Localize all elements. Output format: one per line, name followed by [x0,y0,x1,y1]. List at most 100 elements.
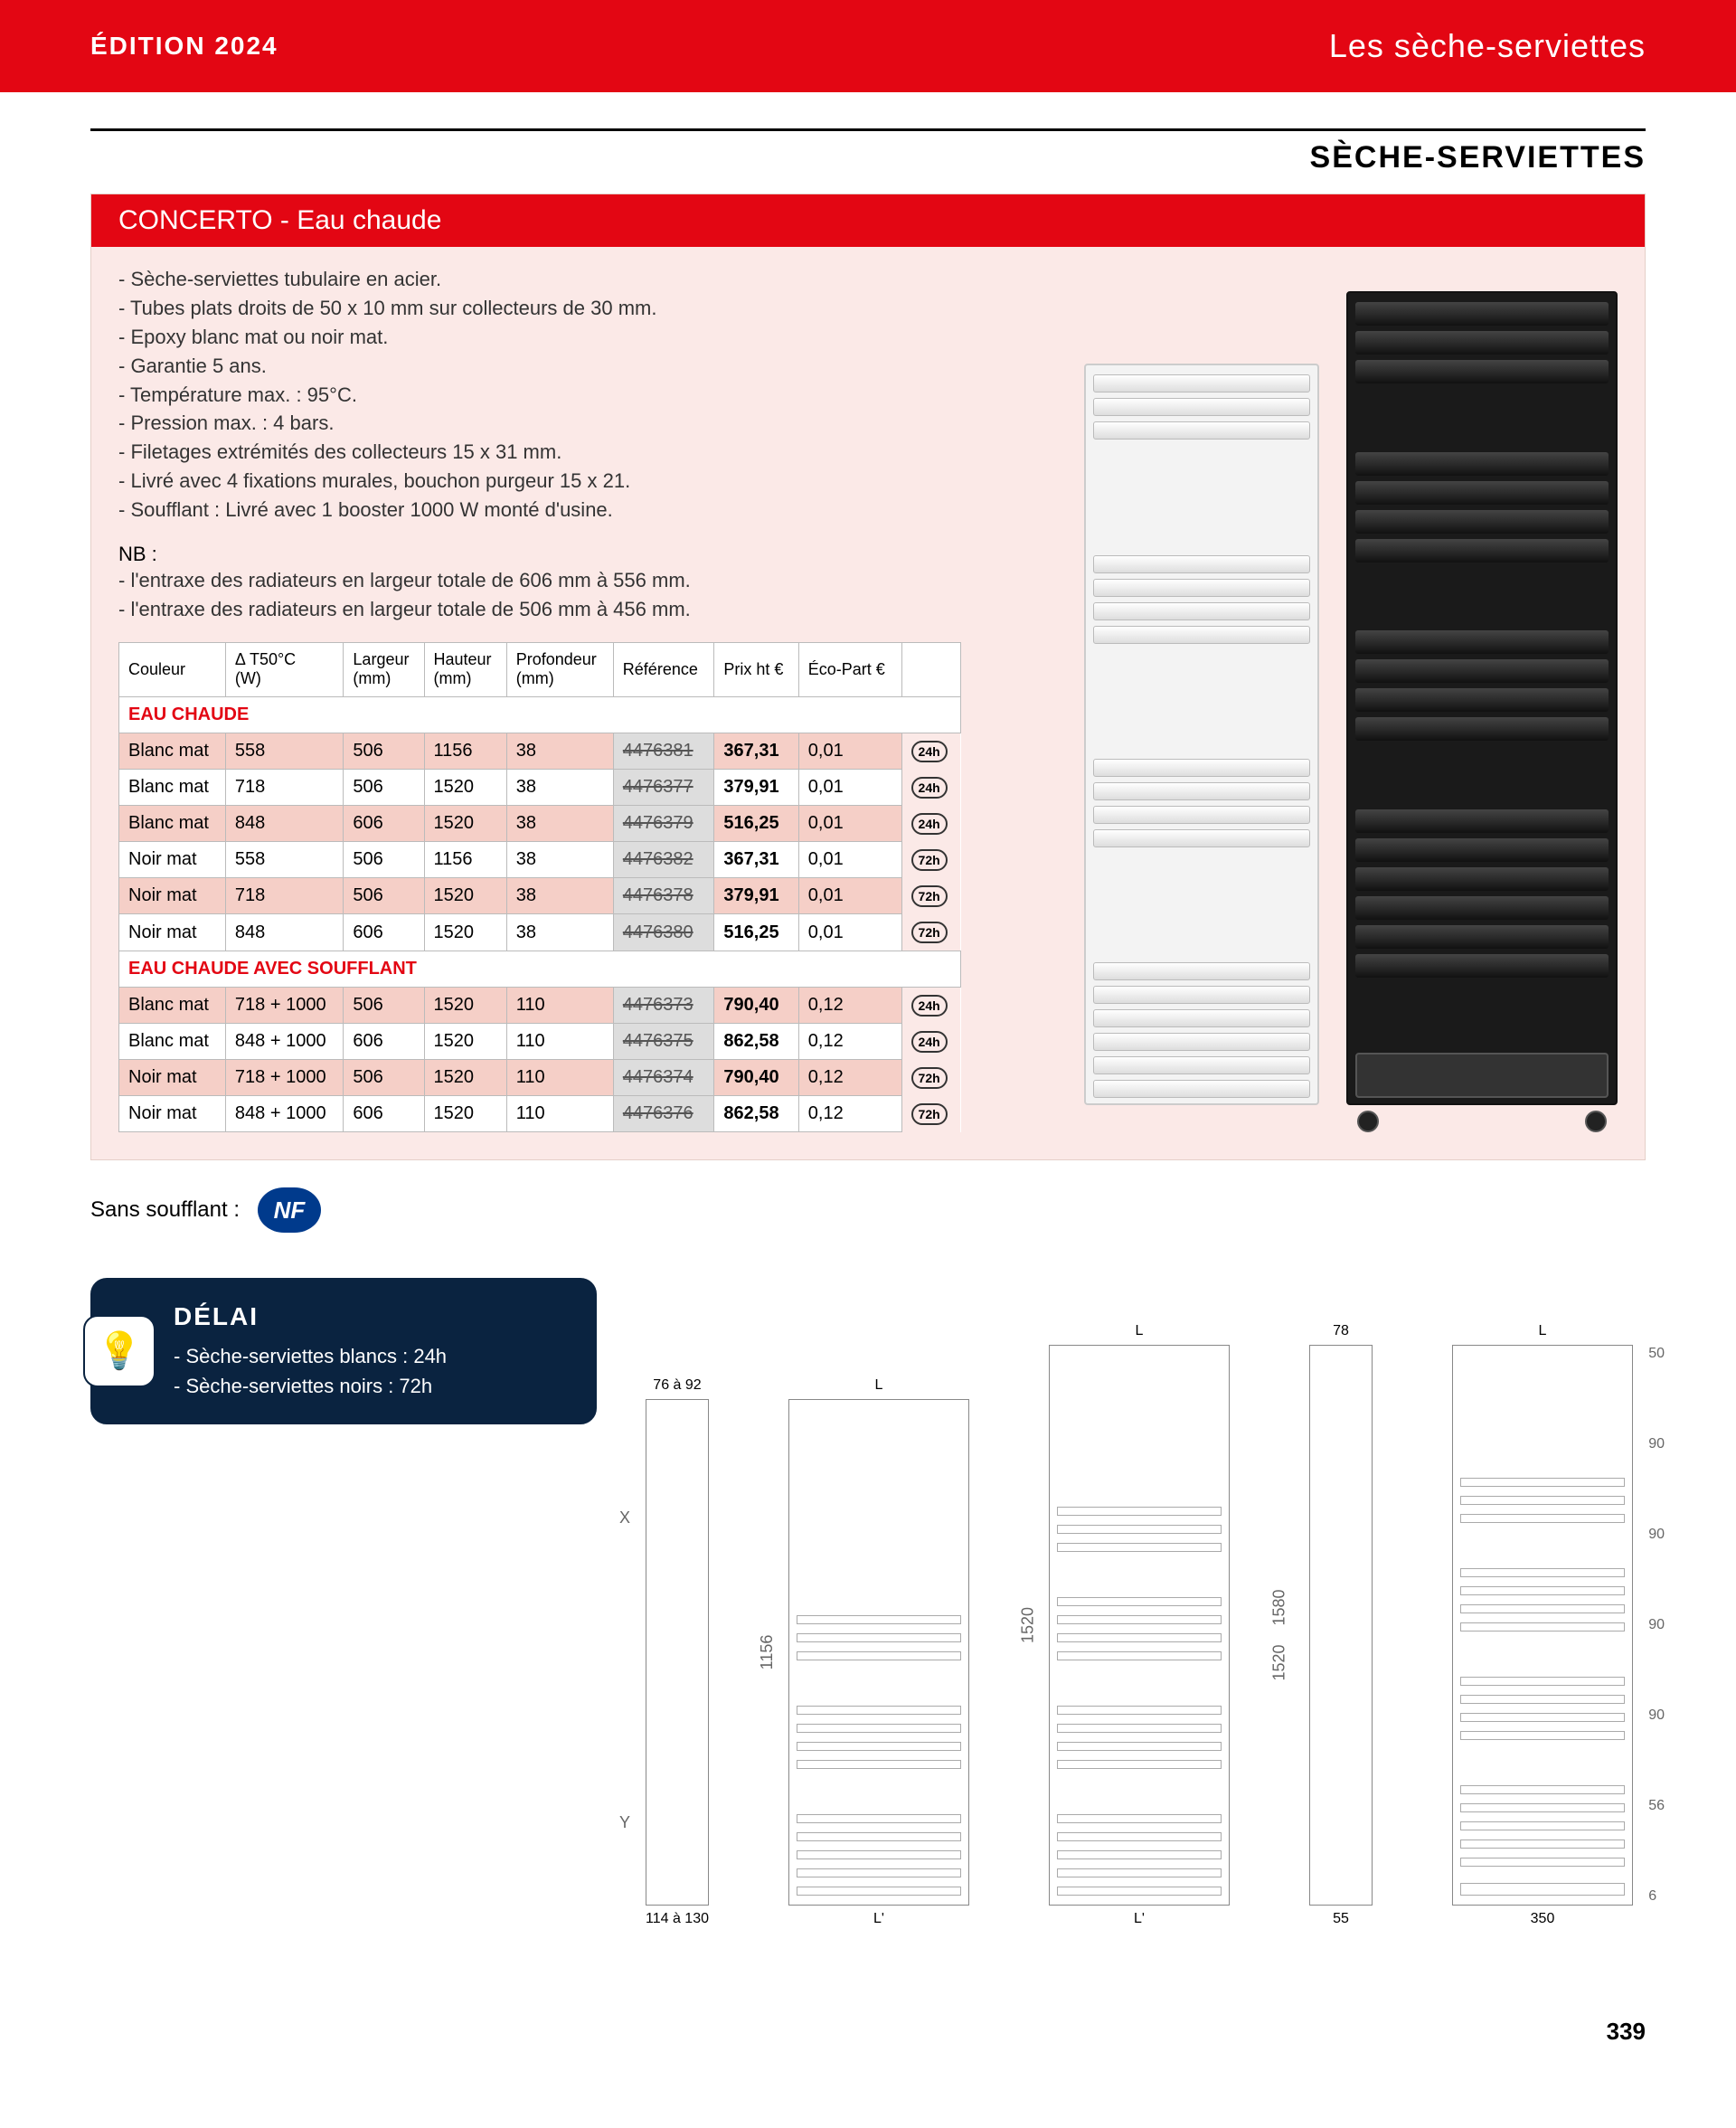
table-row: Blanc mat8486061520384476379516,250,0124… [119,806,961,842]
table-cell: 38 [506,770,613,806]
table-cell: 0,01 [798,914,901,951]
table-cell: 1156 [424,733,506,770]
table-cell: 110 [506,987,613,1024]
table-cell: 367,31 [714,842,798,878]
lightbulb-icon: 💡 [83,1315,156,1387]
table-header-cell: Largeur(mm) [344,642,424,696]
content-area: SÈCHE-SERVIETTES CONCERTO - Eau chaude S… [0,92,1736,1981]
table-cell: 790,40 [714,1060,798,1096]
table-header-cell: Prix ht € [714,642,798,696]
diagram-dimension: 56 [1648,1798,1665,1814]
table-cell: 506 [344,842,424,878]
table-section-row: EAU CHAUDE [119,696,961,733]
table-section-row: EAU CHAUDE AVEC SOUFFLANT [119,951,961,987]
table-cell: 1520 [424,1024,506,1060]
feature-item: Epoxy blanc mat ou noir mat. [118,323,961,352]
table-header-cell: Couleur [119,642,226,696]
table-cell: 790,40 [714,987,798,1024]
technical-diagrams: 76 à 92 X Y 114 à 130 L [633,1278,1646,1927]
diagram-dimension: 90 [1648,1527,1665,1543]
top-bar: ÉDITION 2024 Les sèche-serviettes [0,0,1736,92]
table-cell: 848 + 1000 [225,1096,344,1132]
table-row: Noir mat5585061156384476382367,310,0172h [119,842,961,878]
table-cell: 72h [901,1060,960,1096]
nb-item: l'entraxe des radiateurs en largeur tota… [118,595,961,624]
table-cell: 110 [506,1060,613,1096]
table-cell: 4476380 [613,914,714,951]
feature-item: Garantie 5 ans. [118,352,961,381]
table-cell: 72h [901,1096,960,1132]
table-cell: 4476381 [613,733,714,770]
feature-item: Pression max. : 4 bars. [118,409,961,438]
table-header-cell: Éco-Part € [798,642,901,696]
sans-soufflant-row: Sans soufflant : NF [90,1187,1646,1233]
table-body: EAU CHAUDEBlanc mat558506115638447638136… [119,696,961,1132]
table-cell: 4476374 [613,1060,714,1096]
delivery-badge: 24h [911,813,948,835]
table-header-cell: Hauteur(mm) [424,642,506,696]
feature-item: Livré avec 4 fixations murales, bouchon … [118,467,961,496]
table-cell: 848 [225,806,344,842]
diagram-dimension: 90 [1648,1707,1665,1724]
booster-unit [1355,1053,1609,1098]
table-row: Noir mat718 + 100050615201104476374790,4… [119,1060,961,1096]
nb-item: l'entraxe des radiateurs en largeur tota… [118,566,961,595]
table-cell: 1520 [424,1060,506,1096]
catalog-page: ÉDITION 2024 Les sèche-serviettes SÈCHE-… [0,0,1736,2082]
diagram-dimension: 90 [1648,1436,1665,1452]
table-cell: Noir mat [119,914,226,951]
table-cell: 38 [506,842,613,878]
table-cell: 606 [344,1096,424,1132]
table-cell: 38 [506,878,613,914]
table-cell: Noir mat [119,878,226,914]
table-cell: 506 [344,733,424,770]
nb-list: l'entraxe des radiateurs en largeur tota… [118,566,961,624]
delai-line-2: - Sèche-serviettes noirs : 72h [174,1371,559,1401]
delivery-badge: 24h [911,777,948,799]
diagram-3: L 1520 L' [1049,1296,1230,1927]
table-cell: 0,01 [798,733,901,770]
table-cell: 506 [344,770,424,806]
sans-soufflant-label: Sans soufflant : [90,1197,240,1223]
feature-item: Filetages extrémités des collecteurs 15 … [118,438,961,467]
table-cell: 1520 [424,806,506,842]
table-cell: 506 [344,987,424,1024]
feature-list: Sèche-serviettes tubulaire en acier.Tube… [118,265,961,525]
diagram-dimension: 90 [1648,1617,1665,1633]
table-header-cell: Δ T50°C(W) [225,642,344,696]
delai-title: DÉLAI [174,1298,559,1336]
product-left-column: Sèche-serviettes tubulaire en acier.Tube… [118,265,961,1132]
table-cell: 72h [901,914,960,951]
table-cell: 24h [901,806,960,842]
feature-item: Soufflant : Livré avec 1 booster 1000 W … [118,496,961,525]
table-cell: 606 [344,1024,424,1060]
table-cell: 1520 [424,878,506,914]
nf-badge: NF [258,1187,321,1233]
delivery-badge: 24h [911,741,948,762]
feature-item: Température max. : 95°C. [118,381,961,410]
radiator-white [1084,364,1319,1105]
spec-table: CouleurΔ T50°C(W)Largeur(mm)Hauteur(mm) P… [118,642,961,1133]
table-row: Noir mat8486061520384476380516,250,0172h [119,914,961,951]
diagram-5: L 5090909090566 [1452,1296,1633,1927]
table-row: Blanc mat718 + 100050615201104476373790,… [119,987,961,1024]
table-cell: Noir mat [119,1096,226,1132]
radiator-black-wrapper [1346,291,1618,1132]
table-section-label: EAU CHAUDE AVEC SOUFFLANT [119,951,961,987]
table-cell: Blanc mat [119,733,226,770]
table-cell: 0,12 [798,1096,901,1132]
table-cell: 718 [225,878,344,914]
table-cell: 0,12 [798,987,901,1024]
table-cell: 4476376 [613,1096,714,1132]
table-cell: 24h [901,770,960,806]
table-cell: Blanc mat [119,987,226,1024]
table-cell: 1520 [424,987,506,1024]
table-cell: 1520 [424,1096,506,1132]
edition-label: ÉDITION 2024 [90,32,278,61]
table-header-row: CouleurΔ T50°C(W)Largeur(mm)Hauteur(mm) P… [119,642,961,696]
table-cell: 1520 [424,914,506,951]
feature-item: Tubes plats droits de 50 x 10 mm sur col… [118,294,961,323]
radiator-black [1346,291,1618,1105]
divider [90,128,1646,131]
table-cell: 848 [225,914,344,951]
